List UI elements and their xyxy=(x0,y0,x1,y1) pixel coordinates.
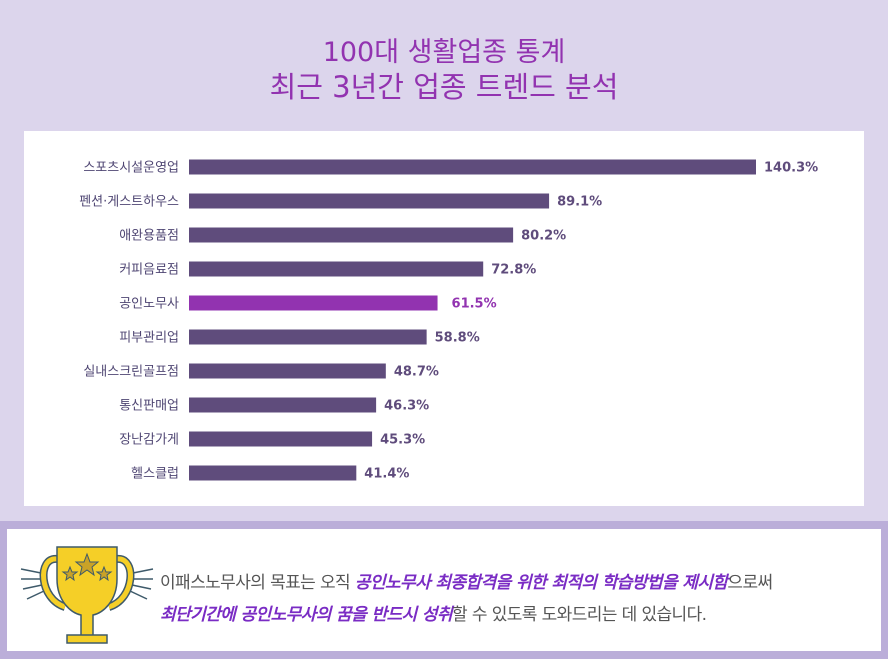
message-banner: 이패스노무사의 목표는 오직 공인노무사 최종합격을 위한 최적의 학습방법을 … xyxy=(0,521,888,659)
category-label: 스포츠시설운영업 xyxy=(83,161,179,176)
mission-statement: 이패스노무사의 목표는 오직 공인노무사 최종합격을 위한 최적의 학습방법을 … xyxy=(160,567,773,631)
category-label: 커피음료점 xyxy=(119,263,179,278)
value-label: 140.3% xyxy=(764,161,818,176)
bar xyxy=(189,431,373,447)
message-text: 이패스노무사의 목표는 오직 xyxy=(160,573,355,593)
bar xyxy=(189,159,756,175)
bar xyxy=(189,465,357,481)
category-label: 헬스클럽 xyxy=(131,467,179,482)
value-label: 58.8% xyxy=(435,331,480,346)
category-label: 애완용품점 xyxy=(119,229,179,244)
value-label: 45.3% xyxy=(380,433,425,448)
category-label: 공인노무사 xyxy=(119,297,179,312)
value-label: 41.4% xyxy=(364,467,409,482)
bar xyxy=(189,295,438,311)
page-subtitle: 최근 3년간 업종 트렌드 분석 xyxy=(269,70,619,104)
bar xyxy=(189,227,514,243)
value-label: 61.5% xyxy=(452,297,497,312)
value-label: 48.7% xyxy=(394,365,439,380)
message-text: 할 수 있도록 도와드리는 데 있습니다. xyxy=(452,605,707,625)
bar xyxy=(189,193,550,209)
bar xyxy=(189,261,484,277)
bar xyxy=(189,363,386,379)
message-text: 으로써 xyxy=(727,573,773,593)
category-label: 실내스크린골프점 xyxy=(83,365,179,380)
bar xyxy=(189,329,427,345)
category-label: 장난감가게 xyxy=(119,433,179,448)
bar-chart: 스포츠시설운영업 140.3% 펜션·게스트하우스 89.1% 애완용품점 80.2% 커피… xyxy=(79,159,818,482)
highlight-text: 공인노무사 최종합격을 위한 최적의 학습방법을 제시함 xyxy=(354,573,728,593)
page-title: 100대 생활업종 통계 xyxy=(322,37,566,68)
category-label: 통신판매업 xyxy=(119,399,179,414)
value-label: 89.1% xyxy=(557,195,602,210)
value-label: 46.3% xyxy=(384,399,429,414)
value-label: 80.2% xyxy=(521,229,566,244)
category-label: 피부관리업 xyxy=(119,331,179,346)
chart-panel: 스포츠시설운영업 140.3% 펜션·게스트하우스 89.1% 애완용품점 80.2% 커피… xyxy=(24,131,864,506)
highlight-text: 최단기간에 공인노무사의 꿈을 반드시 성취 xyxy=(160,605,453,625)
category-label: 펜션·게스트하우스 xyxy=(79,195,179,210)
bar xyxy=(189,397,377,413)
value-label: 72.8% xyxy=(491,263,536,278)
trophy-icon xyxy=(20,546,154,644)
